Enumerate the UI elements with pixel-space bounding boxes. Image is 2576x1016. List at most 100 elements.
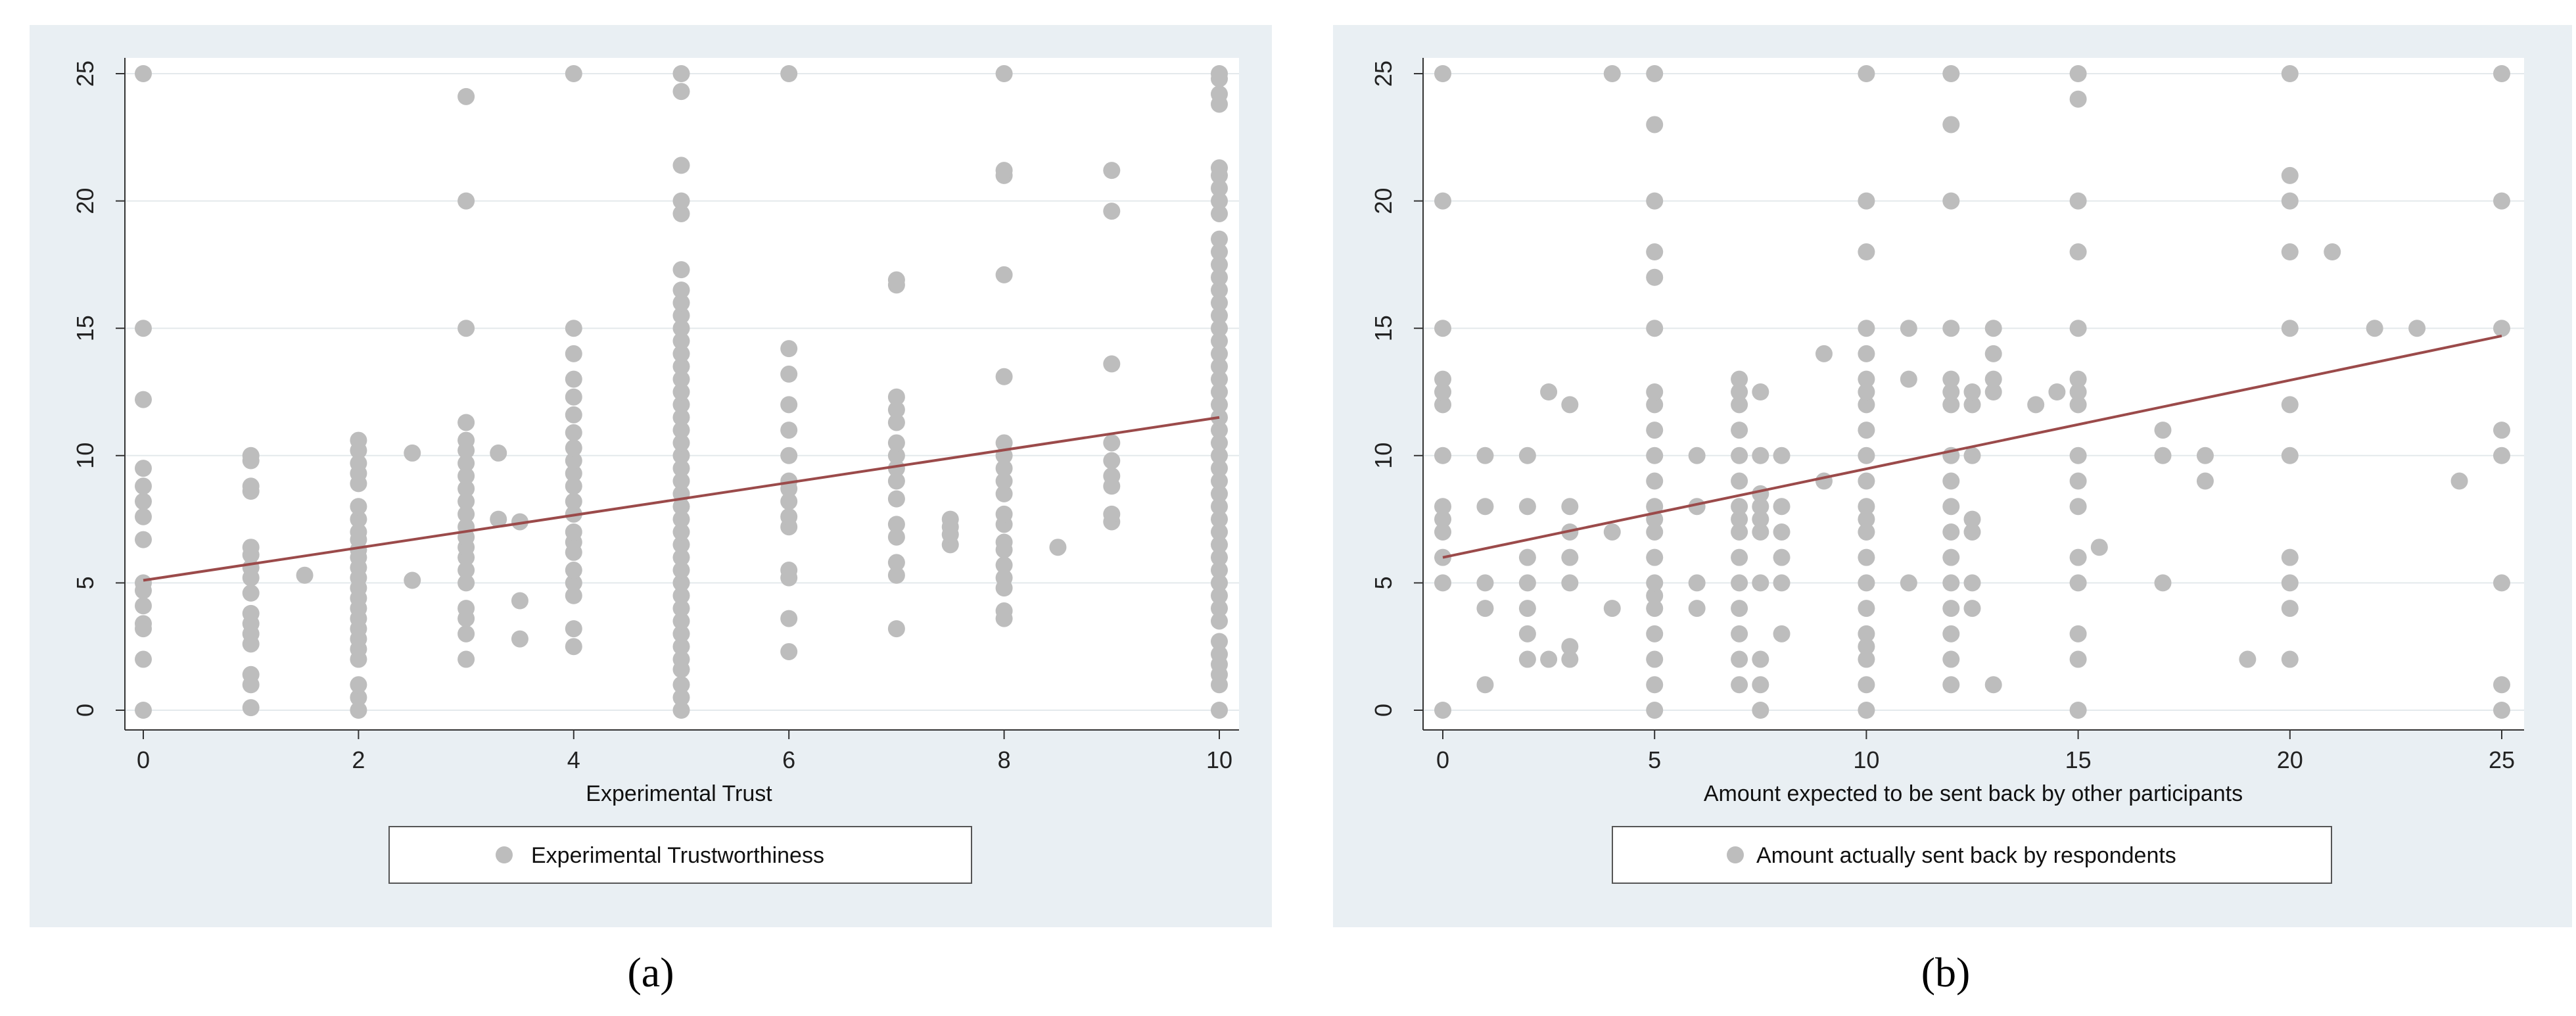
data-point: [1211, 396, 1228, 414]
data-point: [1942, 192, 1960, 210]
data-point: [1858, 243, 1875, 261]
data-point: [672, 320, 690, 337]
data-point: [887, 401, 905, 419]
data-point: [2154, 574, 2172, 592]
data-point: [1984, 370, 2002, 388]
data-point: [672, 498, 690, 516]
data-point: [1815, 472, 1833, 490]
data-point: [1858, 65, 1875, 82]
data-point: [457, 650, 475, 668]
data-point: [457, 574, 475, 592]
data-point: [1984, 320, 2002, 337]
data-point: [2281, 243, 2299, 261]
data-point: [1211, 332, 1228, 350]
data-point: [887, 528, 905, 546]
data-point: [1858, 370, 1875, 388]
data-point: [1646, 702, 1664, 719]
data-point: [350, 431, 367, 449]
data-point: [2069, 472, 2087, 490]
data-point: [1731, 370, 1748, 388]
data-point: [242, 665, 260, 683]
data-point: [2281, 320, 2299, 337]
data-point: [1646, 587, 1664, 604]
data-point: [135, 615, 152, 633]
data-point: [1646, 574, 1664, 592]
fit-line-a: [143, 416, 1220, 582]
data-point: [672, 408, 690, 426]
data-point: [1646, 472, 1664, 490]
y-tick-label: 20: [1370, 188, 1397, 214]
data-point: [565, 423, 582, 441]
data-point: [1858, 396, 1875, 414]
data-point: [780, 422, 798, 439]
data-point: [1211, 205, 1228, 222]
data-point: [404, 444, 421, 462]
data-point: [565, 493, 582, 510]
data-point: [1815, 345, 1833, 362]
data-point: [1211, 460, 1228, 477]
data-point: [565, 477, 582, 495]
data-point: [1103, 162, 1121, 180]
data-point: [135, 597, 152, 615]
data-point: [887, 566, 905, 584]
data-point: [780, 493, 798, 510]
data-point: [672, 294, 690, 312]
scatter-panel-a: 0 5 10 15 20 25 0 2 4 6 8 10 Experimental Trust Exp…: [72, 58, 1239, 884]
data-point: [672, 370, 690, 388]
data-point: [565, 523, 582, 541]
data-point: [1731, 472, 1748, 490]
data-point: [1773, 447, 1791, 464]
data-point: [672, 447, 690, 464]
data-point: [1984, 345, 2002, 362]
y-tick-label: 25: [72, 60, 99, 87]
data-point: [2069, 65, 2087, 82]
data-point: [1603, 523, 1621, 541]
data-point: [1561, 650, 1579, 668]
data-point: [672, 460, 690, 477]
data-point: [1103, 355, 1121, 373]
data-point: [457, 87, 475, 105]
data-point: [1942, 574, 1960, 592]
data-point: [1540, 650, 1558, 668]
data-point: [1561, 396, 1579, 414]
data-point: [1434, 65, 1451, 82]
data-point: [1984, 383, 2002, 400]
data-point: [1688, 447, 1706, 464]
data-point: [565, 452, 582, 470]
data-point: [242, 604, 260, 622]
data-point: [672, 332, 690, 350]
data-point: [1646, 600, 1664, 617]
data-point: [135, 650, 152, 668]
data-point: [887, 460, 905, 477]
data-point: [995, 505, 1013, 523]
data-point: [1858, 498, 1875, 516]
data-point: [1646, 548, 1664, 566]
data-point: [1518, 447, 1536, 464]
data-point: [135, 460, 152, 477]
data-point: [2239, 650, 2257, 668]
x-tick-label: 25: [2489, 746, 2515, 773]
data-point: [490, 510, 507, 528]
data-point: [565, 65, 582, 82]
y-tick-label: 10: [1370, 443, 1397, 469]
data-point: [511, 513, 528, 531]
data-point: [1561, 498, 1579, 516]
data-point: [1211, 587, 1228, 604]
data-point: [1773, 523, 1791, 541]
data-point: [350, 689, 367, 706]
data-point: [672, 157, 690, 174]
data-point: [995, 368, 1013, 385]
data-point: [1858, 548, 1875, 566]
data-point: [1646, 320, 1664, 337]
data-point: [2069, 192, 2087, 210]
data-point: [1211, 645, 1228, 663]
data-point: [1752, 510, 1769, 528]
data-point: [1211, 230, 1228, 248]
data-point: [1646, 650, 1664, 668]
data-point: [2069, 498, 2087, 516]
data-point: [672, 281, 690, 299]
data-point: [2281, 65, 2299, 82]
data-point: [2493, 574, 2510, 592]
data-point: [1211, 306, 1228, 324]
data-point: [1518, 600, 1536, 617]
